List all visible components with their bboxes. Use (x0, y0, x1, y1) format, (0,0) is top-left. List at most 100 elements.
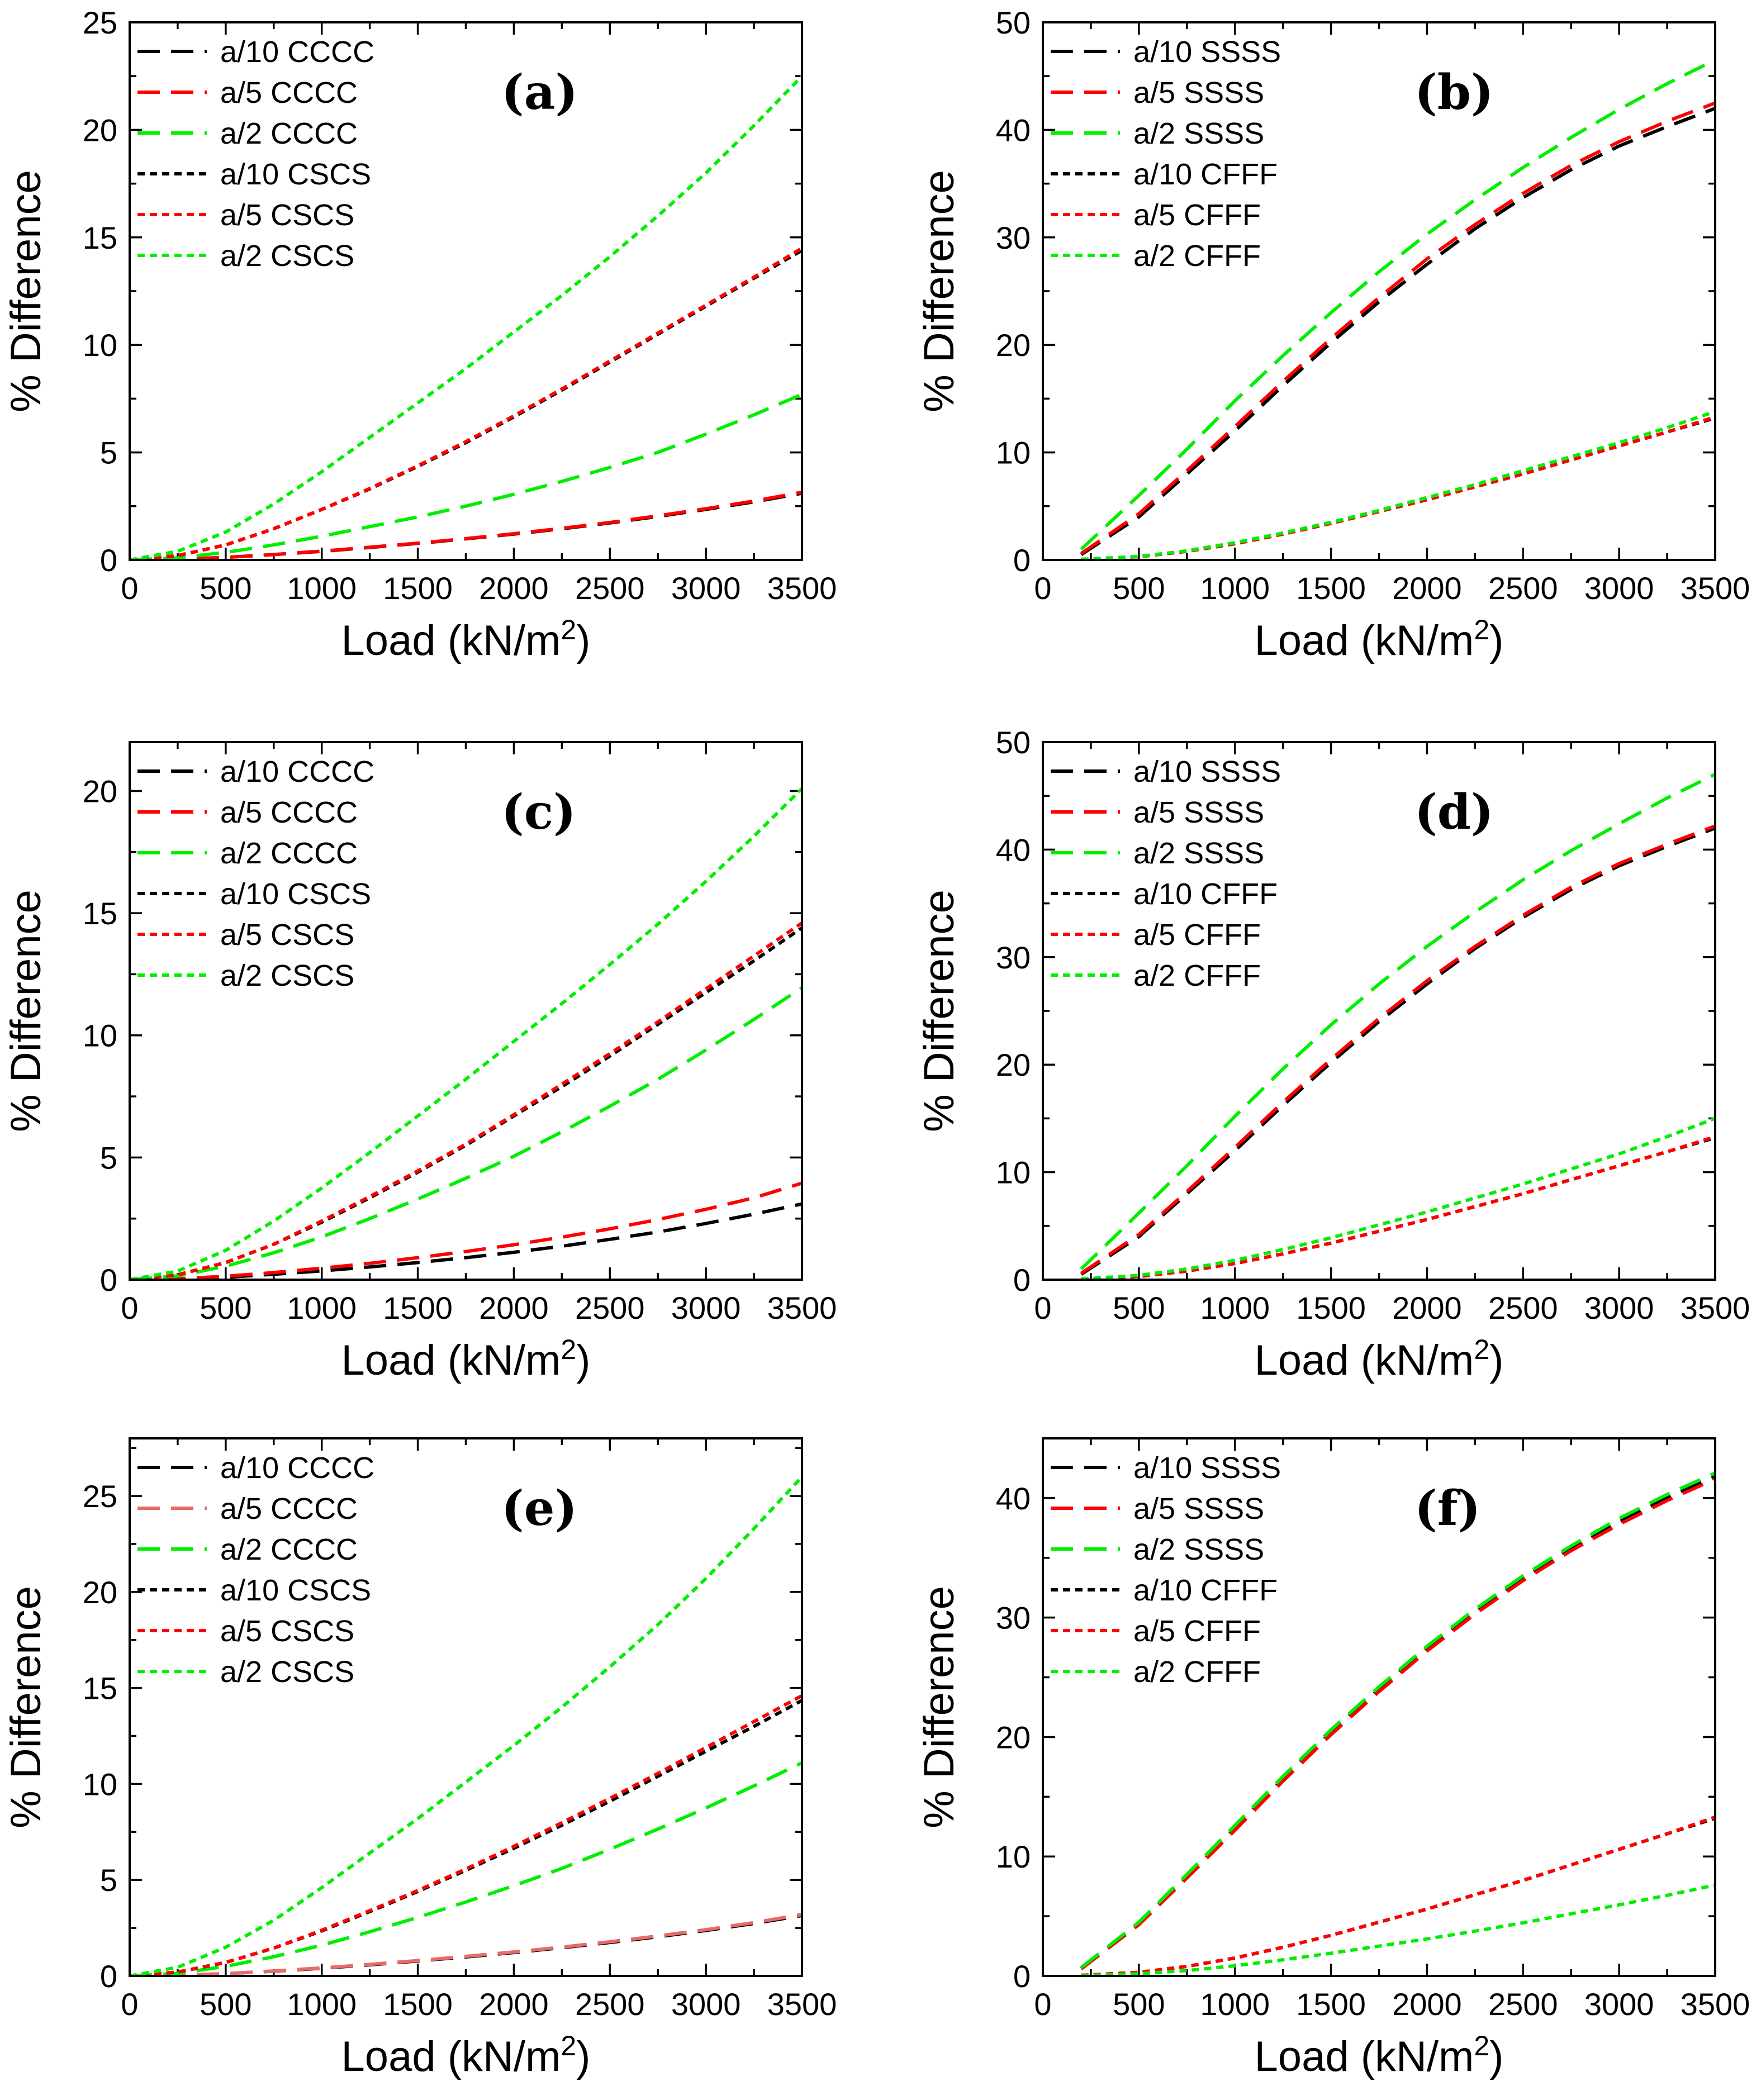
x-axis-title: Load (kN/m2) (341, 1334, 591, 1384)
legend-label: a/2 CSCS (220, 239, 354, 273)
plot-frame (129, 741, 803, 1281)
series-group (1080, 1471, 1715, 1976)
legend-label: a/2 SSSS (1133, 117, 1264, 150)
y-axis-title: % Difference (915, 1586, 963, 1828)
y-tick-label: 40 (996, 1481, 1031, 1516)
legend-label: a/5 CCCC (220, 796, 358, 829)
series-line-3 (1081, 1136, 1715, 1280)
x-tick-label: 500 (1113, 571, 1165, 606)
x-tick-label: 3000 (671, 571, 741, 606)
panel-label: (b) (1415, 64, 1494, 121)
series-line-0 (130, 491, 802, 560)
legend-label: a/5 CSCS (220, 198, 354, 232)
y-tick-label: 15 (83, 1671, 117, 1706)
series-line-1 (130, 1913, 802, 1976)
chart-panel-2: 0 500 1000 1500 2000 2500 3000 3500 0 5 10 15 20 a/10… (2, 741, 837, 1384)
legend-label: a/10 CFFF (1133, 877, 1278, 911)
x-tick-label: 3000 (671, 1987, 741, 2022)
legend-label: a/5 CFFF (1133, 918, 1261, 952)
y-tick-label: 0 (100, 543, 117, 578)
series-line-3 (1081, 416, 1715, 560)
x-tick-label: 2500 (1488, 1290, 1558, 1325)
x-tick-label: 1500 (1296, 571, 1366, 606)
x-tick-label: 0 (1034, 1290, 1051, 1325)
legend-label: a/10 CSCS (220, 158, 371, 191)
x-tick-label: 1000 (287, 571, 357, 606)
panel-label: (f) (1415, 1480, 1480, 1537)
x-tick-label: 1000 (287, 1290, 357, 1325)
legend-label: a/10 CCCC (220, 35, 374, 69)
series-group (130, 1475, 802, 1976)
y-tick-label: 40 (996, 832, 1031, 867)
y-tick-label: 0 (1013, 1262, 1031, 1298)
x-tick-label: 0 (121, 1290, 138, 1325)
plot-frame (129, 21, 803, 561)
x-tick-label: 3000 (1584, 571, 1654, 606)
x-tick-label: 1000 (1200, 1987, 1270, 2022)
y-tick-label: 0 (1013, 1959, 1031, 1994)
y-tick-label: 20 (83, 1575, 117, 1610)
series-group (1080, 58, 1715, 560)
series-line-5 (130, 75, 802, 560)
legend-label: a/5 CSCS (220, 918, 354, 952)
series-line-2 (130, 986, 802, 1280)
x-tick-label: 3500 (767, 1290, 837, 1325)
y-tick-label: 20 (996, 1047, 1031, 1082)
x-tick-label: 2000 (1392, 1987, 1462, 2022)
x-tick-label: 1500 (1296, 1987, 1366, 2022)
x-tick-label: 3500 (1681, 1987, 1750, 2022)
x-tick-label: 1000 (1200, 1290, 1270, 1325)
x-tick-label: 3000 (671, 1290, 741, 1325)
y-tick-label: 5 (100, 435, 117, 471)
x-tick-label: 2500 (1488, 1987, 1558, 2022)
y-tick-label: 40 (996, 112, 1031, 148)
legend-label: a/2 CCCC (220, 837, 358, 870)
panel-label: (d) (1415, 784, 1494, 840)
series-line-1 (130, 490, 802, 560)
legend-label: a/5 CSCS (220, 1614, 354, 1648)
y-axis-title: % Difference (915, 170, 963, 412)
series-group (130, 75, 802, 560)
y-axis-title: % Difference (915, 890, 963, 1132)
x-tick-label: 3500 (767, 1987, 837, 2022)
series-line-3 (1081, 1816, 1715, 1976)
series-line-4 (130, 246, 802, 560)
x-tick-label: 2500 (575, 1987, 645, 2022)
x-tick-label: 0 (1034, 571, 1051, 606)
legend-label: a/2 SSSS (1133, 837, 1264, 870)
x-axis-title: Load (kN/m2) (341, 614, 591, 664)
x-tick-label: 1500 (1296, 1290, 1366, 1325)
legend-label: a/2 CFFF (1133, 959, 1261, 992)
series-line-4 (1081, 1815, 1715, 1976)
legend-label: a/2 SSSS (1133, 1533, 1264, 1566)
y-tick-label: 0 (100, 1959, 117, 1994)
legend-label: a/10 SSSS (1133, 35, 1281, 69)
y-tick-label: 15 (83, 896, 117, 931)
y-tick-label: 15 (83, 220, 117, 255)
plot-frame (1042, 741, 1716, 1281)
x-tick-label: 0 (121, 1987, 138, 2022)
x-tick-label: 2000 (479, 1987, 549, 2022)
series-group (1080, 773, 1715, 1280)
y-tick-label: 25 (83, 5, 117, 40)
x-tick-label: 3000 (1584, 1987, 1654, 2022)
y-tick-label: 10 (996, 1155, 1031, 1190)
y-tick-label: 10 (83, 1766, 117, 1802)
series-line-5 (1081, 410, 1715, 560)
chart-panel-3: 0 500 1000 1500 2000 2500 3000 3500 0 10 20 30 40 50 a… (915, 725, 1750, 1384)
y-tick-label: 5 (100, 1863, 117, 1898)
series-line-0 (1080, 107, 1715, 556)
plot-frame (1042, 21, 1716, 561)
y-tick-label: 20 (83, 112, 117, 148)
x-tick-label: 2000 (1392, 1290, 1462, 1325)
legend-label: a/5 CFFF (1133, 1614, 1261, 1648)
series-line-3 (130, 1699, 802, 1976)
series-line-2 (1080, 1471, 1715, 1969)
y-axis-title: % Difference (2, 890, 50, 1132)
y-tick-label: 10 (83, 1018, 117, 1053)
chart-panel-4: 0 500 1000 1500 2000 2500 3000 3500 0 5 10 15 20 25 a/… (2, 1437, 837, 2080)
x-axis-title: Load (kN/m2) (1255, 614, 1504, 664)
series-line-1 (1080, 101, 1715, 555)
legend-label: a/2 CSCS (220, 1655, 354, 1689)
legend-label: a/10 SSSS (1133, 755, 1281, 788)
